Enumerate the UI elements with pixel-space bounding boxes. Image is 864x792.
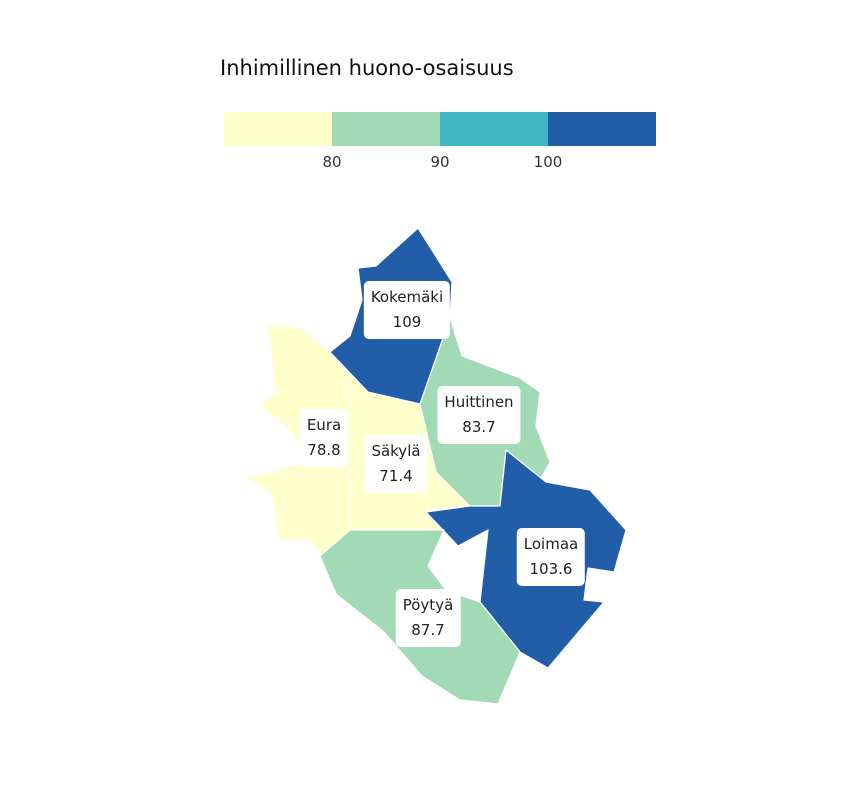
region-name: Huittinen xyxy=(444,393,514,411)
region-value: 71.4 xyxy=(379,467,413,485)
region-value: 83.7 xyxy=(462,418,496,436)
region-name: Pöytyä xyxy=(402,596,454,614)
region-value: 87.7 xyxy=(411,621,445,639)
legend-tick: 90 xyxy=(430,153,450,171)
region-label-eura: Eura 78.8 xyxy=(299,409,349,467)
legend-swatch-1 xyxy=(224,112,332,146)
region-name: Eura xyxy=(306,416,342,434)
region-value: 109 xyxy=(392,313,422,331)
legend-tick: 100 xyxy=(533,153,563,171)
legend-tick: 80 xyxy=(322,153,342,171)
region-label-poytya: Pöytyä 87.7 xyxy=(395,589,461,647)
region-label-kokemaki: Kokemäki 109 xyxy=(363,281,451,339)
region-name: Säkylä xyxy=(371,442,421,460)
region-value: 78.8 xyxy=(307,441,341,459)
region-label-huittinen: Huittinen 83.7 xyxy=(437,386,521,444)
region-name: Loimaa xyxy=(523,535,579,553)
legend-swatch-4 xyxy=(548,112,656,146)
legend-swatch-3 xyxy=(440,112,548,146)
color-legend xyxy=(224,112,656,146)
legend-swatch-2 xyxy=(332,112,440,146)
region-label-loimaa: Loimaa 103.6 xyxy=(516,528,586,586)
region-value: 103.6 xyxy=(529,560,573,578)
legend-title: Inhimillinen huono-osaisuus xyxy=(220,56,514,80)
region-name: Kokemäki xyxy=(370,288,444,306)
region-label-sakyla: Säkylä 71.4 xyxy=(364,435,428,493)
